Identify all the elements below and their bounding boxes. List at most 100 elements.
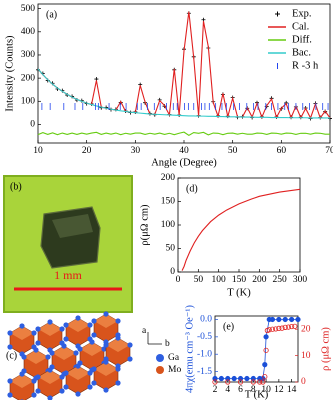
plot-frame <box>37 3 331 144</box>
data-point <box>289 316 295 323</box>
data-point <box>257 379 263 385</box>
x-tick-label: 12 <box>274 385 284 395</box>
legend-label: Diff. <box>292 34 312 45</box>
legend-label: Exp. <box>292 8 312 19</box>
data-point <box>212 379 218 385</box>
series-line <box>181 188 301 271</box>
data-point <box>250 379 256 385</box>
data-point <box>263 334 269 340</box>
y2-tick-label: 20 <box>301 324 311 334</box>
y-tick-label: 400 <box>21 27 36 37</box>
data-point <box>279 325 285 331</box>
legend-label: Mo <box>168 365 181 375</box>
y-tick-label: 500 <box>21 4 36 14</box>
data-point <box>269 316 276 323</box>
crystal-structure: (c) a b Ga Mo <box>6 310 181 400</box>
y-tick-label: 50 <box>166 244 176 254</box>
plot-frame <box>214 315 299 383</box>
data-point <box>262 362 268 368</box>
data-point <box>237 379 244 385</box>
series-line <box>37 68 330 119</box>
y-tick-label: 0 <box>170 267 175 277</box>
x-tick-label: 20 <box>82 146 92 156</box>
x-tick-label: 100 <box>212 275 227 285</box>
data-point <box>231 375 237 382</box>
data-point <box>273 326 279 332</box>
x-tick-label: 40 <box>179 146 189 156</box>
y2-axis-label: ρ (μΩ cm) <box>320 327 331 371</box>
y2-tick-label: 10 <box>301 351 311 361</box>
x-tick-label: 10 <box>33 146 43 156</box>
data-point <box>282 324 288 330</box>
data-point <box>285 324 292 330</box>
legend-label: Ga <box>168 353 180 363</box>
data-point <box>295 316 301 323</box>
legend-swatch <box>156 354 164 362</box>
data-point <box>262 374 268 380</box>
data-point <box>266 327 272 333</box>
x-axis-label: T (K) <box>245 389 269 400</box>
x-tick-label: 50 <box>194 275 204 285</box>
data-point <box>263 347 269 353</box>
y-tick-label: -1.0 <box>197 349 212 359</box>
x-tick-label: 14 <box>287 385 297 395</box>
y-tick-label: 200 <box>21 73 36 83</box>
x-tick-label: 0 <box>176 275 181 285</box>
data-point <box>218 375 224 382</box>
x-tick-label: 10 <box>261 385 271 395</box>
y2-tick-label: 0 <box>301 377 306 387</box>
y-tick-label: 100 <box>21 96 36 106</box>
data-point <box>225 379 231 385</box>
axis-label: a <box>142 326 147 336</box>
panel-label: (e) <box>223 321 234 332</box>
panel-label: (d) <box>186 183 198 194</box>
data-point <box>212 375 218 382</box>
series-line <box>37 131 330 136</box>
y-tick-label: 300 <box>21 50 36 60</box>
x-tick-label: 4 <box>225 385 230 395</box>
legend-swatch <box>275 11 280 17</box>
y-tick-label: -1.5 <box>197 367 212 377</box>
photo-panel: (b) 1 mm <box>3 175 133 313</box>
legend-label: Bac. <box>292 47 311 58</box>
data-point <box>269 326 276 332</box>
data-point <box>260 379 266 385</box>
x-axis-label: Angle (Degree) <box>151 157 217 168</box>
x-tick-label: 250 <box>273 275 288 285</box>
panel-label: (c) <box>6 350 17 361</box>
x-axis-label: T (K) <box>227 287 251 298</box>
panel-label: (b) <box>10 181 22 192</box>
data-point <box>282 316 288 323</box>
data-point <box>276 316 282 323</box>
x-tick-label: 50 <box>228 146 238 156</box>
crystal-photo <box>40 206 101 269</box>
x-tick-label: 200 <box>252 275 267 285</box>
legend-label: R -3 h <box>292 60 319 71</box>
y-axis-label: 4πχ(emu cm⁻³ Oe⁻¹) <box>184 305 195 393</box>
y-tick-label: 200 <box>161 173 176 183</box>
legend-label: Cal. <box>292 21 309 32</box>
y-tick-label: 150 <box>161 197 176 207</box>
data-point <box>244 375 250 382</box>
axis-label: b <box>165 339 170 349</box>
x-tick-label: 8 <box>251 385 256 395</box>
y-tick-label: 100 <box>161 220 176 230</box>
x-tick-label: 300 <box>293 275 308 285</box>
data-point <box>250 375 256 382</box>
data-point <box>276 325 282 332</box>
y-tick-label: 0 <box>30 120 35 130</box>
y-tick-label: -0.5 <box>197 332 212 342</box>
y-axis-label: Intensity (Counts) <box>4 35 15 112</box>
x-tick-label: 70 <box>325 146 333 156</box>
x-tick-label: 30 <box>131 146 141 156</box>
scale-bar-label: 1 mm <box>54 268 82 282</box>
data-point <box>237 375 244 382</box>
x-tick-label: 2 <box>213 385 218 395</box>
x-tick-label: 150 <box>232 275 247 285</box>
y-tick-label: 0.0 <box>200 315 212 325</box>
x-tick-label: 6 <box>238 385 243 395</box>
panel-label: (a) <box>46 9 57 20</box>
data-point <box>225 375 231 382</box>
x-tick-label: 60 <box>277 146 287 156</box>
